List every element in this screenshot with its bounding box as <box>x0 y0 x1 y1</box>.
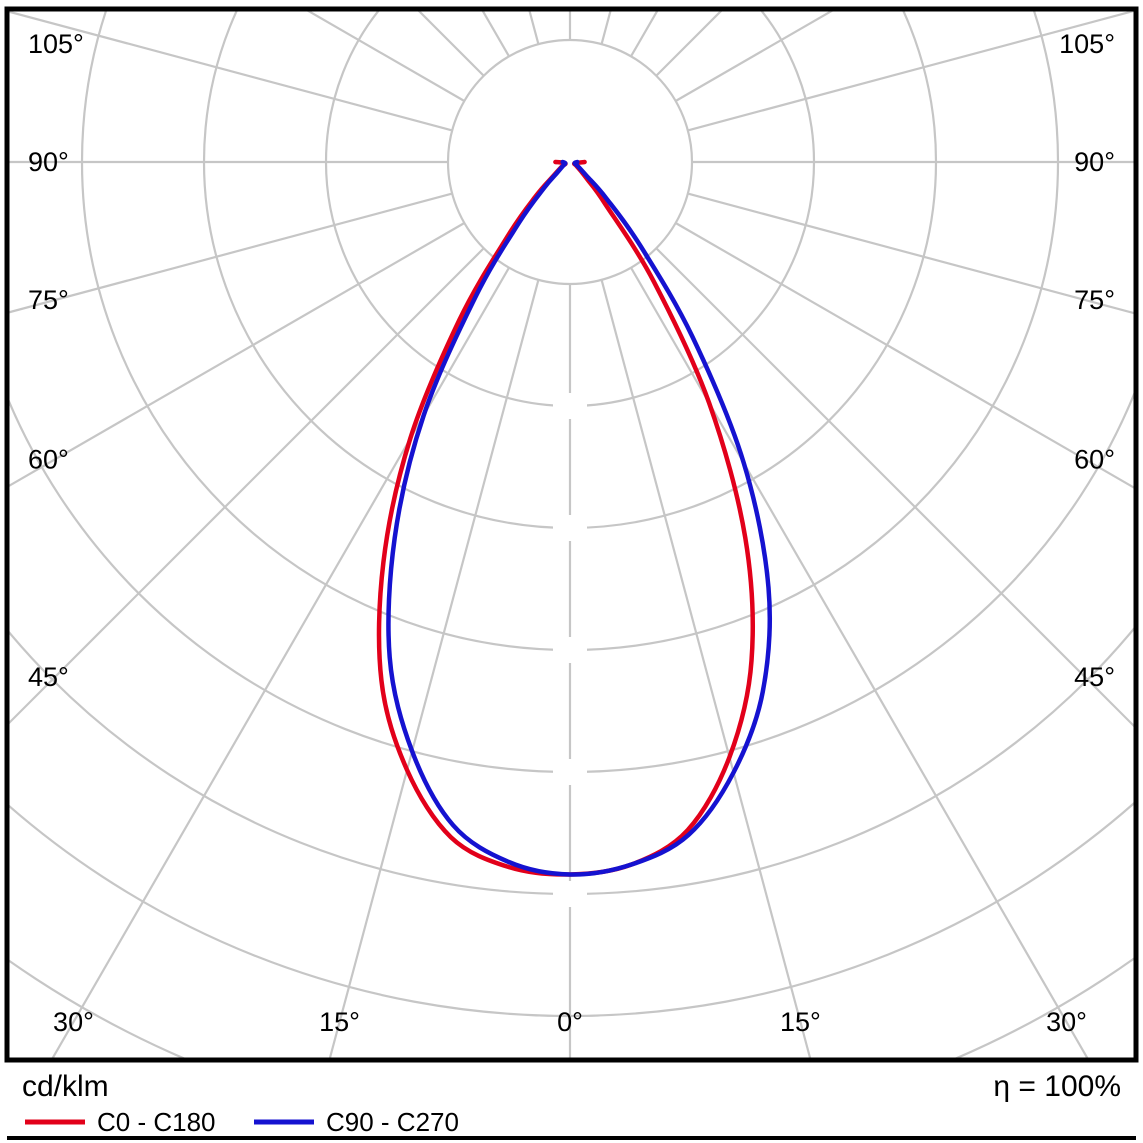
grid-radial-line <box>687 192 1134 315</box>
plot-border <box>4 6 1139 1063</box>
angle-label-right: 75° <box>1074 285 1115 315</box>
blank-radial-tick <box>553 393 587 419</box>
curve-C90-C270 <box>386 159 773 877</box>
grid-radial-line <box>600 279 812 1058</box>
angle-label-right: 45° <box>1074 662 1115 692</box>
blank-radial-tick <box>553 515 587 541</box>
angle-label-right: 60° <box>1074 444 1115 474</box>
grid-radial-line <box>687 11 1134 132</box>
grid-radial-line <box>655 247 1134 728</box>
grid-radial-line <box>9 247 485 725</box>
angle-label-left: 45° <box>28 662 69 692</box>
efficiency-label: η = 100% <box>993 1070 1121 1103</box>
angle-label-bottom: 15° <box>319 1007 360 1037</box>
grid-radial-line <box>51 267 510 1058</box>
legend-label: C90 - C270 <box>326 1107 459 1137</box>
legend-label: C0 - C180 <box>97 1107 216 1137</box>
angle-label-bottom: 15° <box>780 1007 821 1037</box>
blank-radial-tick <box>553 881 587 907</box>
intensity-curves <box>376 159 773 877</box>
angle-label-left: 105° <box>28 29 84 59</box>
angle-label-left: 90° <box>28 147 69 177</box>
grid-radial-line <box>9 192 453 314</box>
grid-radial-line <box>328 279 540 1058</box>
angle-label-bottom: 30° <box>1046 1007 1087 1037</box>
angle-label-left: 60° <box>28 444 69 474</box>
blank-radial-tick <box>553 637 587 663</box>
angle-label-right: 90° <box>1074 147 1115 177</box>
angle-label-left: 75° <box>28 285 69 315</box>
chart-footer: cd/klm η = 100% C0 - C180 C90 - C270 <box>7 1070 1136 1140</box>
angle-label-bottom: 30° <box>53 1007 94 1037</box>
legend: C0 - C180 C90 - C270 <box>25 1107 459 1137</box>
grid-radial-line <box>675 222 1134 489</box>
blank-radial-tick <box>553 759 587 785</box>
angle-label-bottom: 0° <box>557 1007 583 1037</box>
angle-labels: 30° 15° 0° 15° 30° 105° 105° 90° 90° 75° 75° 60° 60°… <box>28 29 1115 1037</box>
unit-label: cd/klm <box>22 1070 109 1103</box>
grid-radial-line <box>9 222 465 488</box>
grid-radial-line <box>9 11 453 132</box>
angle-label-right: 105° <box>1059 29 1115 59</box>
